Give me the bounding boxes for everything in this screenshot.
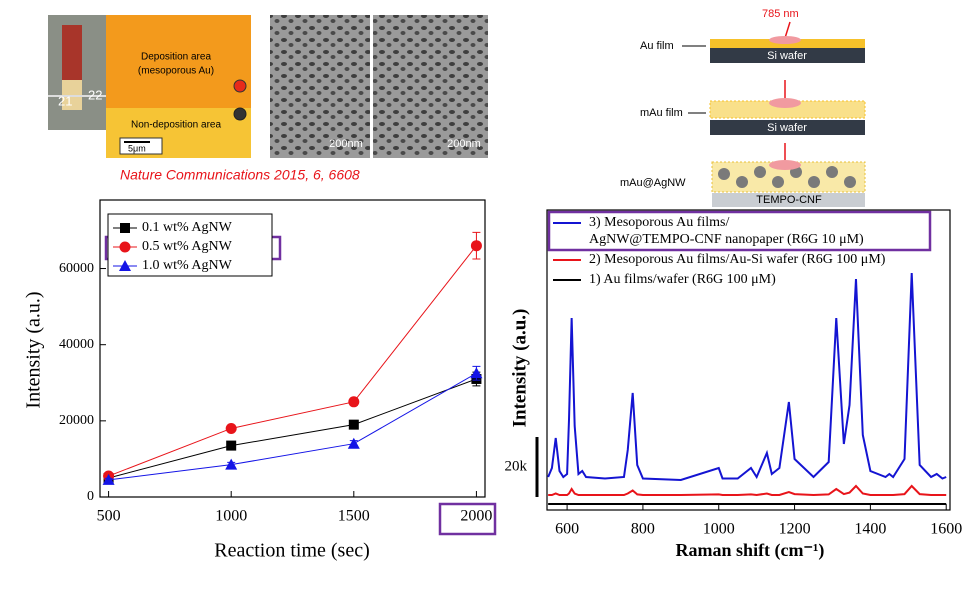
x-tick-label: 2000 (460, 508, 492, 525)
scale-bar-label: 20k (505, 458, 528, 474)
marker (225, 422, 237, 434)
y-axis-title: Intensity (a.u.) (23, 291, 45, 408)
series-line (108, 378, 477, 479)
legend-label: 3) Mesoporous Au films/ AgNW@TEMPO-CNF n… (589, 215, 864, 247)
sem-image (270, 15, 370, 158)
x-tick-label: 1200 (779, 521, 811, 538)
legend-label: 1.0 wt% AgNW (142, 258, 233, 273)
legend-label: 0.5 wt% AgNW (142, 239, 233, 254)
plot-frame (99, 199, 486, 498)
laser-spot (769, 98, 801, 108)
x-tick-label: 1500 (338, 508, 370, 525)
marker (119, 241, 131, 253)
x-tick-label: 500 (97, 508, 121, 525)
marker (120, 223, 130, 233)
marker (470, 367, 483, 379)
laser-label: 785 nm (762, 8, 799, 20)
area-label: (mesoporous Au) (138, 66, 214, 77)
legend-swatch (553, 279, 581, 281)
agnw-dots (718, 166, 856, 188)
laser-spot (769, 36, 801, 44)
marker (226, 440, 237, 451)
legend-label: 0.1 wt% AgNW (142, 220, 233, 235)
marker (102, 473, 115, 485)
marker (119, 260, 131, 271)
scale-label: 5μm (128, 143, 146, 153)
marker-dot (233, 79, 247, 93)
y-tick-label: 0 (87, 489, 94, 504)
substrate-label: Si wafer (767, 122, 807, 134)
layer-label: mAu@AgNW (620, 177, 686, 189)
substrate-label: Si wafer (767, 50, 807, 62)
marker (348, 396, 360, 408)
deposition-area (106, 15, 251, 108)
series-line (548, 484, 947, 497)
y-tick-label: 20000 (59, 413, 94, 428)
x-axis-title: Reaction time (sec) (214, 540, 370, 562)
legend-swatch (553, 222, 581, 224)
legend-entry: 2) Mesoporous Au films/Au-Si wafer (R6G … (553, 251, 933, 268)
x-tick-label: 600 (555, 521, 579, 538)
x-tick-label: 1400 (854, 521, 886, 538)
legend-label: 1) Au films/wafer (R6G 100 μM) (589, 272, 776, 287)
x-tick-label: 800 (631, 521, 655, 538)
x-tick-label: 1000 (703, 521, 735, 538)
si-layer (710, 120, 865, 135)
x-axis-title: Raman shift (cm⁻¹) (676, 540, 825, 561)
area-label: Non-deposition area (131, 120, 221, 131)
highlight-box (547, 210, 932, 252)
cnf-layer (712, 193, 865, 207)
marker (347, 437, 360, 449)
x-tick-label: 1000 (215, 508, 247, 525)
y-axis-title: Intensity (a.u.) (509, 309, 530, 428)
plot-frame (546, 209, 951, 511)
substrate-label: TEMPO-CNF (756, 194, 822, 206)
ruler-number: 21 (58, 93, 72, 108)
sem-image (373, 15, 488, 158)
legend-label: 2) Mesoporous Au films/Au-Si wafer (R6G … (589, 252, 886, 267)
series-line (108, 372, 477, 481)
marker (348, 419, 359, 430)
marker (225, 458, 238, 470)
legend-entry: 3) Mesoporous Au films/ AgNW@TEMPO-CNF n… (553, 214, 933, 248)
sem-scale: 200nm (447, 138, 481, 150)
series-line (547, 272, 947, 482)
series-line (108, 245, 477, 477)
highlight-box (438, 502, 497, 536)
laser-arrow (784, 21, 791, 39)
x-tick-label: 1600 (930, 521, 962, 538)
si-layer (710, 48, 865, 63)
citation: Nature Communications 2015, 6, 6608 (120, 167, 360, 183)
laser-spot (769, 160, 801, 170)
layer-label: Au film (640, 40, 674, 52)
ruler-number: 22 (88, 87, 102, 102)
y-tick-label: 40000 (59, 337, 94, 352)
y-tick-label: 60000 (59, 261, 94, 276)
area-label: Deposition area (141, 52, 211, 63)
sem-scale: 200nm (329, 138, 363, 150)
layer-label: mAu film (640, 107, 683, 119)
legend-swatch (553, 259, 581, 261)
marker-dot (233, 107, 247, 121)
marker (470, 240, 482, 252)
legend: 3) Mesoporous Au films/ AgNW@TEMPO-CNF n… (553, 214, 933, 291)
legend-entry: 1) Au films/wafer (R6G 100 μM) (553, 271, 933, 288)
